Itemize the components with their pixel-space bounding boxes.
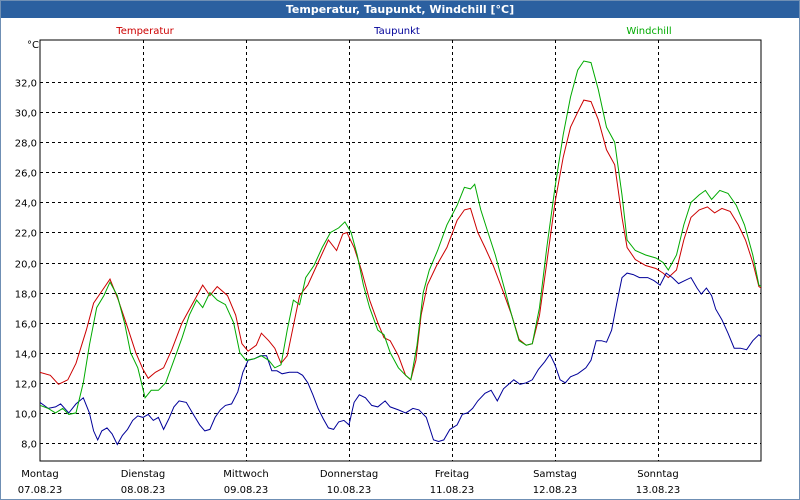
y-tick-label: 24,0 [15,199,37,210]
x-date-label: 09.08.23 [224,485,269,496]
series-line-windchill [40,60,761,415]
y-tick-label: 10,0 [15,410,37,421]
y-tick-label: 16,0 [15,320,37,331]
window-title: Temperatur, Taupunkt, Windchill [°C] [1,1,799,18]
legend-entry: Temperatur [115,26,174,37]
legend-entry: Taupunkt [373,26,420,37]
x-date-label: 07.08.23 [18,485,63,496]
y-axis-unit: °C [27,40,39,51]
legend: Temperatur Taupunkt Windchill [115,26,671,37]
y-tick-label: 14,0 [15,350,37,361]
x-date-label: 08.08.23 [121,485,166,496]
series-lines [40,60,761,446]
x-weekday-label: Sonntag [637,469,679,480]
x-weekday-label: Samstag [533,469,577,480]
x-weekday-label: Mittwoch [223,469,268,480]
y-tick-label: 20,0 [15,260,37,271]
plot-area [39,39,762,462]
x-date-label: 12.08.23 [533,485,578,496]
y-tick-label: 32,0 [15,79,37,90]
x-date-label: 11.08.23 [430,485,475,496]
legend-entry: Windchill [626,26,671,37]
x-weekday-label: Donnerstag [320,469,378,480]
y-tick-label: 18,0 [15,290,37,301]
x-weekday-label: Montag [21,469,58,480]
x-weekday-label: Freitag [435,469,469,480]
grid-lines [40,40,761,461]
x-weekday-label: Dienstag [121,469,166,480]
y-tick-label: 12,0 [15,380,37,391]
y-tick-label: 26,0 [15,169,37,180]
y-tick-label: 30,0 [15,109,37,120]
y-tick-label: 8,0 [21,440,37,451]
x-date-label: 10.08.23 [327,485,372,496]
y-axis-ticks: 8,0 10,0 12,0 14,0 16,0 18,0 20,0 22,0 24,0 26,0 2… [15,79,37,451]
y-tick-label: 22,0 [15,229,37,240]
x-date-label: 13.08.23 [636,485,681,496]
series-line-taupunkt [40,272,761,446]
y-tick-label: 28,0 [15,139,37,150]
series-line-temperatur [40,99,761,385]
x-axis-labels: Montag 07.08.23 Dienstag 08.08.23 Mittwoch 09… [18,469,681,496]
